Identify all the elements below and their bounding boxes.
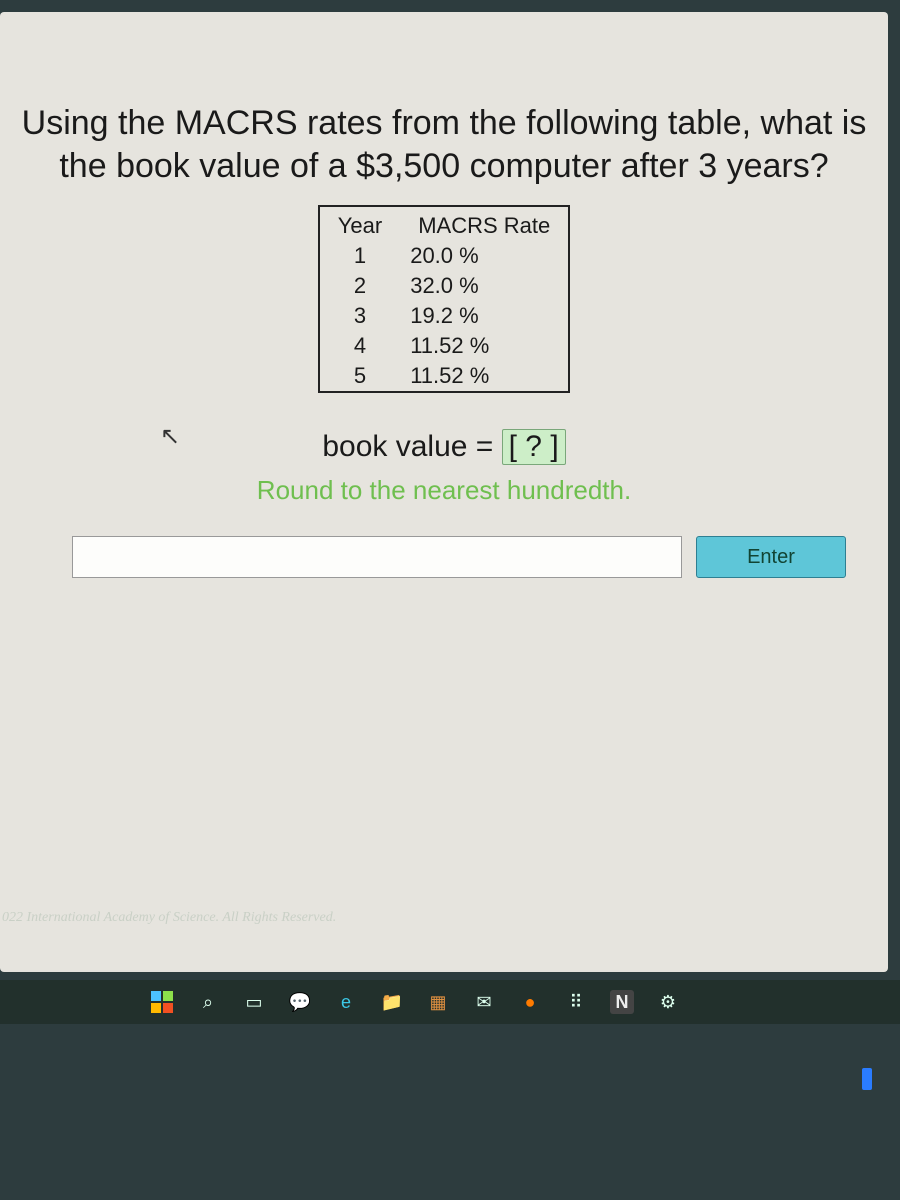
table-row: 120.0 %: [319, 241, 570, 271]
cell-rate: 20.0 %: [400, 241, 569, 271]
content-panel: Using the MACRS rates from the following…: [0, 12, 888, 972]
dropbox-icon[interactable]: ⠿: [564, 990, 588, 1014]
cell-rate: 11.52 %: [400, 331, 569, 361]
cell-year: 3: [319, 301, 400, 331]
enter-button[interactable]: Enter: [696, 536, 846, 578]
store-icon[interactable]: ▦: [426, 990, 450, 1014]
cell-rate: 11.52 %: [400, 361, 569, 392]
file-explorer-icon[interactable]: 📁: [380, 990, 404, 1014]
cell-rate: 32.0 %: [400, 271, 569, 301]
table-header-rate: MACRS Rate: [400, 206, 569, 241]
cell-rate: 19.2 %: [400, 301, 569, 331]
book-value-prompt: book value = [ ? ]: [12, 429, 876, 465]
cell-year: 5: [319, 361, 400, 392]
edge-icon[interactable]: e: [334, 990, 358, 1014]
task-view-icon[interactable]: ▭: [242, 990, 266, 1014]
settings-icon[interactable]: ⚙: [656, 990, 680, 1014]
book-value-label: book value =: [322, 430, 493, 463]
notion-icon[interactable]: N: [610, 990, 634, 1014]
table-row: 411.52 %: [319, 331, 570, 361]
cell-year: 4: [319, 331, 400, 361]
chat-icon[interactable]: 💬: [288, 990, 312, 1014]
search-icon[interactable]: ⌕: [196, 990, 220, 1014]
windows-taskbar[interactable]: ⌕ ▭ 💬 e 📁 ▦ ✉ ● ⠿ N ⚙: [0, 980, 900, 1024]
table-row: 319.2 %: [319, 301, 570, 331]
table-row: 511.52 %: [319, 361, 570, 392]
mail-icon[interactable]: ✉: [472, 990, 496, 1014]
answer-placeholder: [ ? ]: [502, 429, 566, 465]
copyright-footer: 022 International Academy of Science. Al…: [0, 910, 336, 926]
answer-row: Enter: [72, 536, 846, 578]
question-text: Using the MACRS rates from the following…: [12, 102, 876, 187]
cell-year: 2: [319, 271, 400, 301]
rounding-hint: Round to the nearest hundredth.: [12, 475, 876, 506]
firefox-icon[interactable]: ●: [518, 990, 542, 1014]
windows-start-icon[interactable]: [150, 990, 174, 1014]
answer-input[interactable]: [72, 536, 682, 578]
table-row: 232.0 %: [319, 271, 570, 301]
notification-indicator-icon: [862, 1068, 872, 1090]
macrs-rate-table: Year MACRS Rate 120.0 % 232.0 % 319.2 % …: [318, 205, 571, 393]
table-header-year: Year: [319, 206, 400, 241]
cell-year: 1: [319, 241, 400, 271]
